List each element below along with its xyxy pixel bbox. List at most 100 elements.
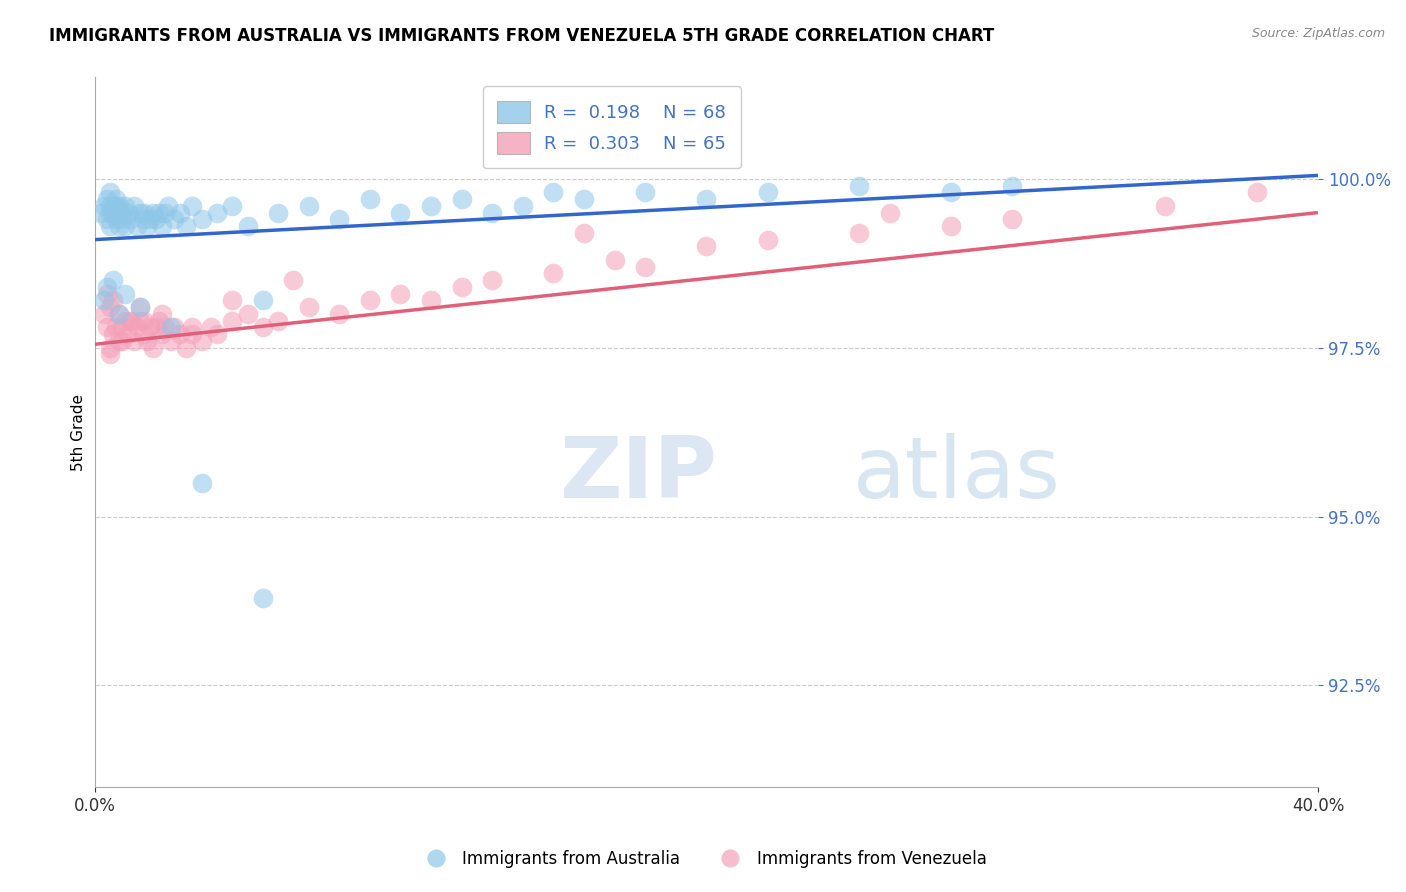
Point [181,199,204,213]
Point [450,280,472,294]
Point [108,219,131,233]
Point [756,186,779,200]
Point [148,313,170,327]
Point [169,327,191,342]
Point [98,341,121,355]
Point [98,219,121,233]
Point [98,300,121,314]
Legend: R =  0.198    N = 68, R =  0.303    N = 65: R = 0.198 N = 68, R = 0.303 N = 65 [482,87,741,169]
Point [145,212,167,227]
Point [150,307,173,321]
Point [117,205,139,219]
Point [132,212,155,227]
Point [603,252,626,267]
Point [512,199,534,213]
Point [138,320,160,334]
Point [359,192,381,206]
Point [160,320,183,334]
Point [1001,178,1024,193]
Point [221,293,243,308]
Point [941,186,963,200]
Text: ZIP: ZIP [560,434,717,516]
Point [142,205,165,219]
Point [96,192,118,206]
Point [114,199,136,213]
Point [101,205,124,219]
Point [389,205,412,219]
Point [142,341,165,355]
Point [252,293,274,308]
Point [108,307,131,321]
Point [135,334,157,348]
Point [120,313,142,327]
Point [108,334,131,348]
Point [848,226,870,240]
Point [1246,186,1268,200]
Point [98,205,121,219]
Point [124,334,146,348]
Point [129,205,152,219]
Point [756,233,779,247]
Point [145,320,167,334]
Point [108,307,131,321]
Point [117,327,139,342]
Point [181,327,204,342]
Point [328,307,350,321]
Point [1001,212,1024,227]
Point [127,320,149,334]
Point [96,320,118,334]
Point [138,212,160,227]
Point [298,199,321,213]
Point [205,327,228,342]
Point [104,212,127,227]
Point [236,219,259,233]
Point [132,205,155,219]
Point [328,212,350,227]
Point [129,313,152,327]
Point [150,327,173,342]
Point [389,286,412,301]
Point [252,591,274,605]
Point [221,313,243,327]
Point [163,212,186,227]
Point [160,334,183,348]
Point [283,273,305,287]
Point [124,199,146,213]
Point [132,327,155,342]
Point [481,273,503,287]
Point [98,347,121,361]
Point [543,266,565,280]
Point [150,219,173,233]
Y-axis label: 5th Grade: 5th Grade [72,393,86,471]
Point [129,300,152,314]
Point [695,239,717,253]
Point [481,205,503,219]
Point [359,293,381,308]
Point [98,186,121,200]
Point [695,192,717,206]
Point [634,186,657,200]
Point [236,307,259,321]
Point [420,199,443,213]
Point [200,320,222,334]
Point [169,205,191,219]
Point [1154,199,1177,213]
Point [176,219,198,233]
Point [572,192,595,206]
Point [104,192,127,206]
Point [148,205,170,219]
Point [111,320,134,334]
Point [127,219,149,233]
Point [104,199,127,213]
Point [93,307,115,321]
Point [135,219,157,233]
Point [108,199,131,213]
Point [120,212,142,227]
Point [114,286,136,301]
Point [132,313,155,327]
Point [111,334,134,348]
Point [90,205,112,219]
Point [634,260,657,274]
Point [221,199,243,213]
Point [298,300,321,314]
